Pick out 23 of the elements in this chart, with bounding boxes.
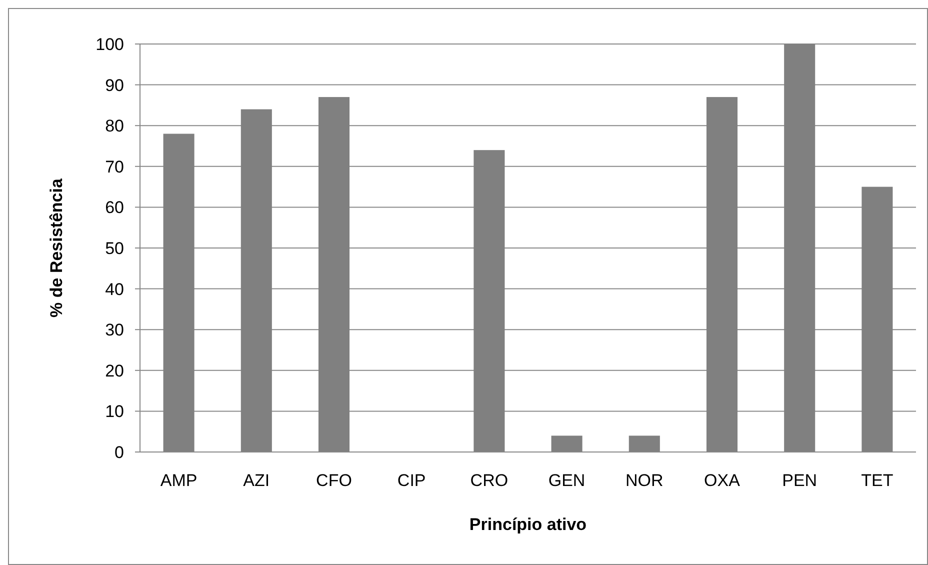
y-tick-label: 80 <box>105 116 124 136</box>
y-tick-label: 10 <box>105 402 124 422</box>
x-tick-label: AZI <box>243 471 270 490</box>
y-tick-label: 20 <box>105 361 124 380</box>
x-axis-title: Princípio ativo <box>469 515 587 534</box>
x-tick-label: AMP <box>160 471 198 490</box>
x-tick-label: CFO <box>316 471 352 490</box>
y-tick-label: 30 <box>105 320 124 340</box>
y-tick-label: 70 <box>105 157 124 176</box>
y-tick-label: 100 <box>96 34 124 54</box>
x-tick-label: PEN <box>782 471 818 490</box>
y-tick-label: 90 <box>105 76 124 95</box>
x-tick-label: GEN <box>548 471 586 490</box>
x-tick-label: CIP <box>397 471 426 490</box>
y-tick-label: 40 <box>105 280 124 299</box>
x-tick-label: CRO <box>470 471 508 490</box>
y-tick-label: 50 <box>105 238 124 258</box>
x-tick-label: TET <box>861 471 894 490</box>
x-tick-label: OXA <box>704 471 741 490</box>
x-tick-label: NOR <box>626 471 664 490</box>
y-tick-label: 60 <box>105 198 124 218</box>
y-tick-label: 0 <box>114 442 124 462</box>
y-axis-title: % de Resistência <box>47 178 66 318</box>
